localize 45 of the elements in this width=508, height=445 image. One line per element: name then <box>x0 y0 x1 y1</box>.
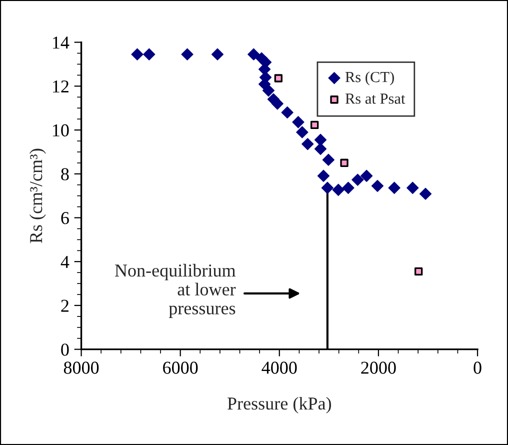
point <box>262 84 275 97</box>
point <box>314 134 327 146</box>
y-tick-label: 8 <box>61 168 69 180</box>
point <box>248 48 260 60</box>
y-tick-label: 4 <box>60 256 70 268</box>
x-axis-title: Pressure (kPa) <box>228 396 332 414</box>
point <box>352 174 364 186</box>
point <box>302 138 314 150</box>
point <box>321 182 334 194</box>
point <box>281 106 294 119</box>
y-tick-label: 0 <box>61 344 69 356</box>
y-axis-title: Rs (cm³/cm³) <box>29 148 46 244</box>
point <box>296 126 308 138</box>
point <box>274 74 282 82</box>
point <box>360 170 373 182</box>
x-tick-label: 6000 <box>163 362 198 374</box>
x-tick-label: 8000 <box>64 362 99 374</box>
y-tick-label: 6 <box>61 212 69 224</box>
point <box>310 120 319 130</box>
y-tick-label: 12 <box>53 80 68 92</box>
legend-label: Rs (CT) <box>345 71 394 86</box>
point <box>388 182 400 194</box>
point <box>143 48 156 60</box>
y-tick-label: 14 <box>53 36 70 49</box>
point <box>211 48 224 60</box>
x-tick-label: 2000 <box>361 362 396 374</box>
x-tick-label: 0 <box>474 362 482 374</box>
point <box>406 182 419 194</box>
y-tick-label: 2 <box>61 300 68 312</box>
point <box>419 188 432 200</box>
point <box>181 48 194 60</box>
point <box>371 180 384 192</box>
y-tick-label: 10 <box>53 124 69 136</box>
point <box>340 158 348 167</box>
legend-label: Rs at Psat <box>345 94 406 104</box>
point <box>317 170 330 182</box>
point <box>131 48 144 60</box>
point <box>322 154 335 166</box>
annotation: Non-equilibrium at lower pressures <box>114 264 236 318</box>
point <box>332 184 344 196</box>
point <box>314 142 327 155</box>
point <box>414 267 423 276</box>
x-tick-label: 4000 <box>262 362 297 374</box>
point <box>292 116 304 128</box>
point <box>342 182 354 194</box>
